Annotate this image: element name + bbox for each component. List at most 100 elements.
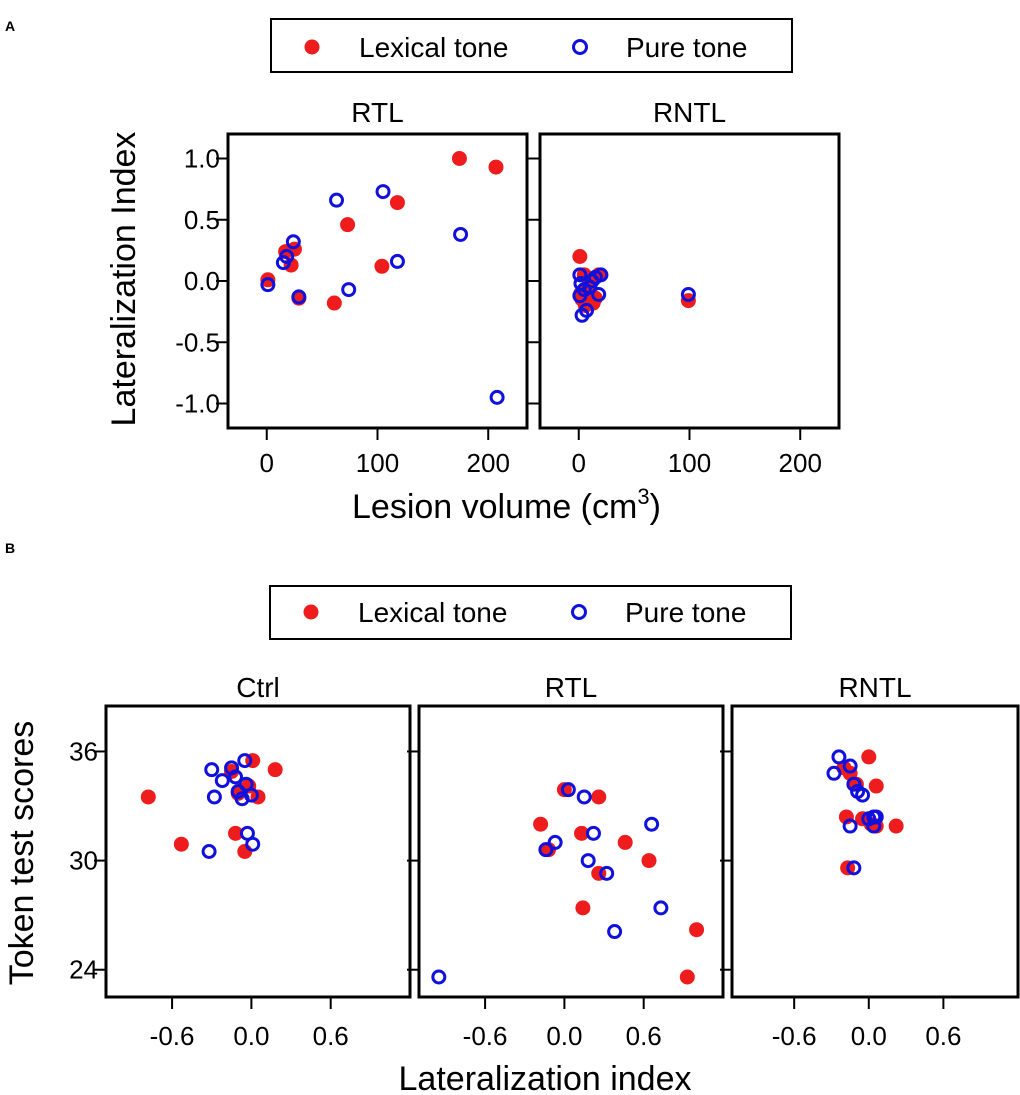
lexical-tone-point bbox=[574, 825, 590, 841]
y-tick-label: -0.5 bbox=[175, 327, 220, 357]
pure-tone-point bbox=[431, 969, 447, 985]
pure-tone-point bbox=[644, 816, 660, 832]
pure-tone-point bbox=[389, 253, 405, 269]
lexical-tone-point bbox=[591, 789, 607, 805]
panel-b-rtl: RTL -0.6 0.0 0.6 bbox=[407, 672, 725, 1051]
lexical-tone-point bbox=[140, 789, 156, 805]
legend-lexical-marker bbox=[304, 39, 320, 55]
chart-a-xlabel: Lesion volume (cm3) bbox=[352, 484, 661, 526]
lexical-tone-point bbox=[641, 853, 657, 869]
legend-box bbox=[269, 585, 792, 640]
y-tick-label: 1.0 bbox=[184, 144, 220, 174]
y-tick-label: -1.0 bbox=[175, 389, 220, 419]
pure-tone-point bbox=[243, 787, 259, 803]
lexical-tone-point bbox=[451, 151, 467, 166]
pure-tone-point bbox=[585, 825, 601, 841]
lexical-tone-point bbox=[689, 922, 705, 938]
pure-tone-point bbox=[279, 249, 295, 264]
legend-lexical-label: Lexical tone bbox=[359, 32, 508, 63]
pure-tone-point bbox=[237, 753, 253, 769]
chart-b-xlabel: Lateralization index bbox=[399, 1060, 692, 1095]
panel-b-rntl: RNTL -0.6 0.0 0.6 bbox=[720, 672, 1020, 1051]
pure-tone-point bbox=[599, 865, 615, 881]
x-tick-label: 0.0 bbox=[233, 1021, 269, 1051]
pure-tone-point bbox=[547, 834, 563, 850]
pure-tone-point bbox=[291, 289, 307, 305]
x-tick-label: -0.6 bbox=[150, 1021, 195, 1051]
pure-tone-point bbox=[579, 302, 595, 318]
lexical-tone-point bbox=[868, 778, 884, 794]
lexical-tone-point bbox=[533, 816, 549, 832]
pure-tone-point bbox=[868, 809, 884, 825]
pure-tone-point bbox=[680, 286, 696, 302]
lexical-tone-point bbox=[575, 900, 591, 916]
legend-lexical-marker bbox=[303, 604, 319, 620]
panel-a-rntl: RNTL 0 100 200 bbox=[528, 97, 841, 478]
legend-pure-label: Pure tone bbox=[626, 32, 747, 63]
pure-tone-point bbox=[329, 192, 345, 208]
panel-letter-a: A bbox=[5, 18, 15, 34]
pure-tone-point bbox=[591, 286, 607, 302]
pure-tone-point bbox=[826, 765, 842, 781]
pure-tone-point bbox=[560, 782, 576, 798]
y-tick-label: 0.0 bbox=[184, 266, 220, 296]
legend-a: Lexical tone Pure tone bbox=[270, 18, 793, 73]
pure-tone-point bbox=[607, 924, 623, 940]
pure-tone-point bbox=[580, 853, 596, 869]
pure-tone-point bbox=[855, 787, 871, 803]
pure-tone-point bbox=[341, 282, 357, 298]
legend-b: Lexical tone Pure tone bbox=[269, 585, 792, 640]
legend-lexical-label: Lexical tone bbox=[358, 597, 507, 628]
lexical-tone-point bbox=[173, 836, 189, 852]
panel-frame bbox=[104, 704, 412, 999]
pure-tone-point bbox=[653, 900, 669, 916]
panel-title: RTL bbox=[351, 97, 403, 128]
pure-tone-point bbox=[230, 783, 246, 799]
panel-frame bbox=[417, 704, 725, 999]
panel-title: RTL bbox=[545, 672, 597, 703]
pure-tone-point bbox=[201, 844, 217, 859]
y-tick-label: 24 bbox=[69, 955, 98, 985]
lexical-tone-point bbox=[679, 969, 695, 985]
pure-tone-point bbox=[572, 267, 588, 283]
panel-frame bbox=[730, 704, 1020, 999]
panel-title: Ctrl bbox=[236, 672, 280, 703]
x-tick-label: 200 bbox=[467, 448, 510, 478]
pure-tone-point bbox=[206, 789, 222, 805]
pure-tone-point bbox=[842, 818, 858, 834]
pure-tone-point bbox=[260, 277, 276, 293]
panel-letter-b: B bbox=[5, 540, 15, 556]
x-tick-label: -0.6 bbox=[772, 1021, 817, 1051]
legend-pure-label: Pure tone bbox=[625, 597, 746, 628]
lexical-tone-point bbox=[617, 834, 633, 850]
chart-b-ylabel: Token test scores bbox=[3, 721, 41, 986]
x-tick-label: 0 bbox=[572, 448, 586, 478]
y-tick-label: 36 bbox=[69, 736, 98, 766]
pure-tone-point bbox=[593, 267, 609, 283]
x-tick-label: 100 bbox=[668, 448, 711, 478]
lexical-tone-point bbox=[267, 762, 283, 778]
chart-a-ylabel: Lateralization Index bbox=[105, 132, 143, 427]
x-tick-label: 0.0 bbox=[546, 1021, 582, 1051]
y-tick-label: 0.5 bbox=[184, 205, 220, 235]
panel-title: RNTL bbox=[653, 97, 726, 128]
pure-tone-point bbox=[489, 389, 505, 405]
x-tick-label: 0.6 bbox=[925, 1021, 961, 1051]
panel-title: RNTL bbox=[838, 672, 911, 703]
lexical-tone-point bbox=[228, 825, 244, 841]
legend-pure-marker bbox=[572, 39, 588, 55]
pure-tone-point bbox=[846, 776, 862, 792]
lexical-tone-point bbox=[488, 159, 504, 175]
x-tick-label: 0.0 bbox=[851, 1021, 887, 1051]
pure-tone-point bbox=[846, 860, 862, 876]
lexical-tone-point bbox=[888, 818, 904, 834]
x-tick-label: 0.6 bbox=[626, 1021, 662, 1051]
lexical-tone-point bbox=[374, 258, 390, 274]
pure-tone-point bbox=[453, 226, 469, 242]
lexical-tone-point bbox=[572, 249, 588, 264]
legend-pure-marker bbox=[571, 604, 587, 620]
lexical-tone-point bbox=[556, 782, 572, 798]
legend-box bbox=[270, 18, 793, 73]
lexical-tone-point bbox=[340, 217, 356, 233]
